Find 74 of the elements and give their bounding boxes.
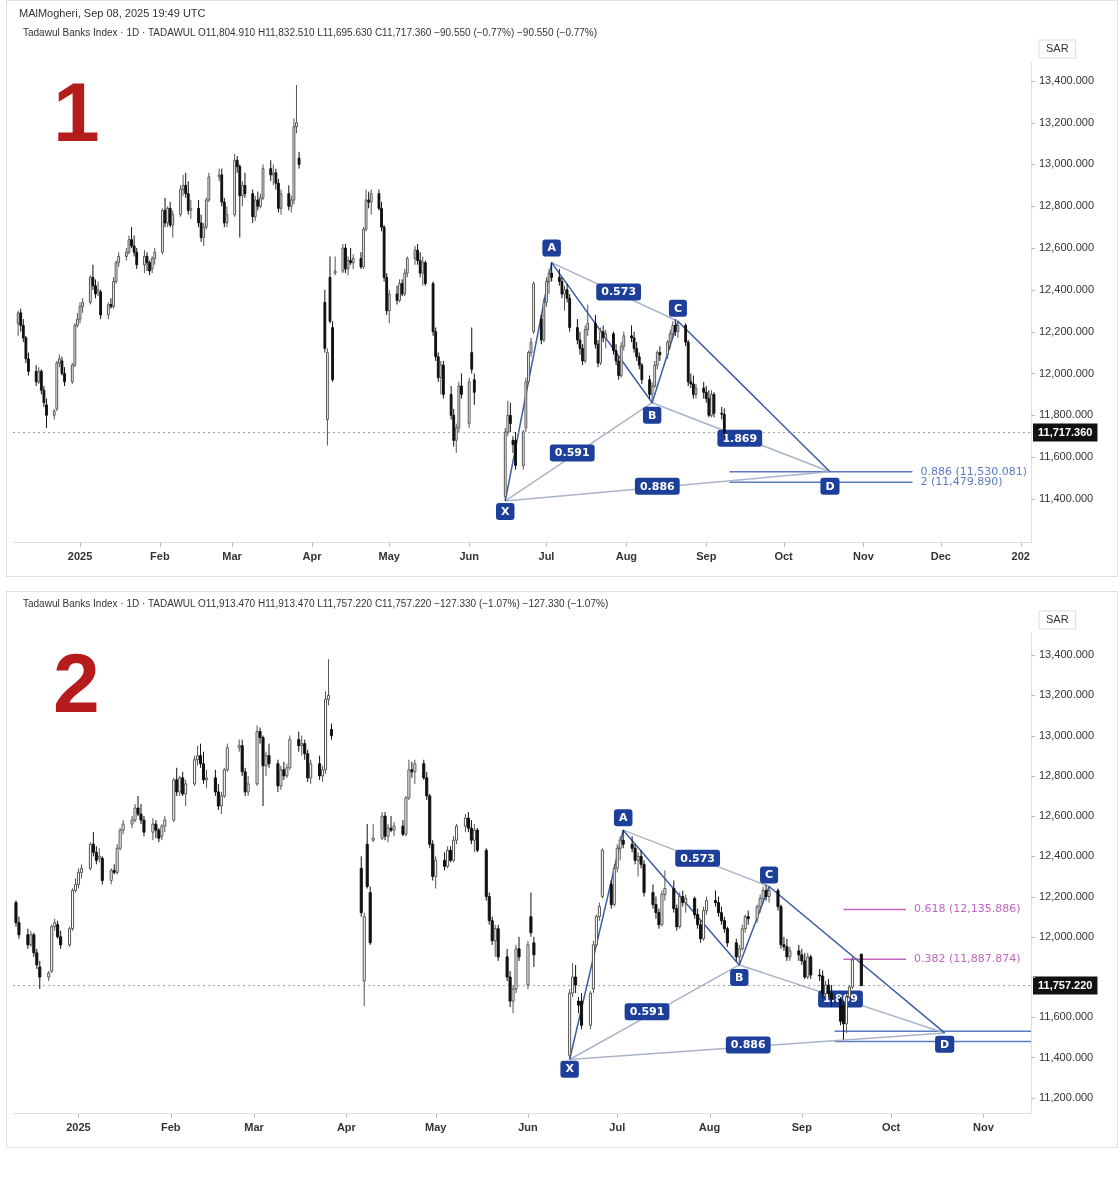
annotation: X: [565, 1062, 575, 1076]
annotation: 0.886: [639, 479, 676, 493]
annotation: 1: [53, 65, 100, 160]
x-tick-label: Apr: [302, 550, 323, 563]
y-tick-label: 11,200.000: [1039, 1090, 1094, 1103]
x-tick-label: Feb: [160, 1121, 181, 1134]
annotation: C: [673, 301, 682, 315]
x-tick-label: Nov: [853, 550, 875, 563]
y-tick-label: 13,400.000: [1039, 73, 1095, 86]
annotation: B: [647, 408, 657, 422]
x-tick-label: Dec: [930, 550, 951, 563]
y-tick-label: 13,000.000: [1039, 728, 1095, 741]
y-tick-label: 12,200.000: [1039, 324, 1095, 337]
x-tick-label: 202: [1011, 550, 1030, 563]
annotation: 2: [53, 636, 100, 731]
ref-line-label: 11,717.360: [1038, 425, 1093, 438]
x-tick-label: Jul: [538, 550, 555, 563]
annotation: 1.869: [722, 431, 758, 445]
annotation: A: [547, 241, 557, 255]
y-tick-label: 12,400.000: [1039, 849, 1095, 862]
series-label: 0.382 (11,887.874): [913, 952, 1021, 966]
x-tick-label: 2025: [67, 550, 93, 563]
annotation: A: [618, 811, 628, 825]
y-tick-label: 12,600.000: [1039, 241, 1095, 254]
y-tick-label: 12,600.000: [1039, 809, 1095, 822]
series-label: 0.618 (12,135.886): [913, 902, 1021, 916]
y-axis-title: SAR: [1046, 42, 1069, 55]
x-tick-label: Jun: [518, 1121, 539, 1134]
x-tick-label: Aug: [615, 550, 638, 563]
y-tick-label: 12,200.000: [1039, 889, 1095, 902]
x-tick-label: Mar: [244, 1121, 265, 1134]
x-tick-label: Aug: [698, 1121, 721, 1134]
x-tick-label: Apr: [336, 1121, 357, 1134]
annotation: 0.573: [680, 851, 716, 865]
annotation: 0.573: [601, 285, 637, 299]
x-tick-label: Sep: [696, 550, 717, 563]
y-tick-label: 12,000.000: [1039, 929, 1095, 942]
y-tick-label: 11,800.000: [1039, 408, 1094, 421]
x-tick-label: May: [378, 550, 401, 563]
annotation: B: [735, 970, 744, 984]
y-tick-label: 11,600.000: [1039, 1010, 1094, 1023]
y-tick-label: 11,400.000: [1039, 491, 1094, 504]
annotation: C: [765, 868, 774, 882]
y-axis-title: SAR: [1046, 613, 1069, 626]
annotation: 0.886: [730, 1038, 766, 1052]
x-tick-label: 2025: [66, 1121, 91, 1134]
y-tick-label: 13,400.000: [1039, 648, 1095, 661]
annotation: 0.591: [554, 446, 590, 460]
y-tick-label: 13,000.000: [1039, 157, 1095, 170]
x-tick-label: Jul: [609, 1121, 626, 1134]
chart-subtitle: MAlMogheri, Sep 08, 2025 19:49 UTC: [18, 6, 207, 21]
y-tick-label: 11,400.000: [1039, 1050, 1094, 1063]
y-tick-label: 12,000.000: [1039, 366, 1095, 379]
x-tick-label: Jun: [459, 550, 480, 563]
x-tick-label: Oct: [774, 550, 794, 563]
x-tick-label: Mar: [222, 550, 243, 563]
x-tick-label: Nov: [972, 1121, 995, 1134]
y-tick-label: 12,800.000: [1039, 768, 1095, 781]
x-tick-label: Feb: [150, 550, 170, 563]
ref-line-label: 11,757.220: [1038, 978, 1093, 991]
x-tick-label: Sep: [791, 1121, 813, 1134]
y-tick-label: 11,600.000: [1039, 450, 1094, 463]
x-tick-label: Oct: [881, 1121, 901, 1134]
chart-title: Tadawul Banks Index · 1D · TADAWUL O11,804.910 H11,832.510 L11,695.630 C11,717.360 −90.550 (−0.77%) −90.550 (−0.77%): [22, 26, 599, 38]
y-tick-label: 12,800.000: [1039, 199, 1095, 212]
annotation: 0.591: [629, 1005, 665, 1019]
y-tick-label: 12,400.000: [1039, 282, 1095, 295]
annotation: X: [501, 504, 511, 518]
y-tick-label: 13,200.000: [1039, 115, 1095, 128]
x-tick-label: May: [424, 1121, 448, 1134]
annotation: D: [825, 479, 835, 493]
y-tick-label: 13,200.000: [1039, 688, 1095, 701]
chart-title: Tadawul Banks Index · 1D · TADAWUL O11,913.470 H11,913.470 L11,757.220 C11,757.220 −127.330 (−1.07%) −127.330 (−1.07%): [22, 597, 610, 609]
annotation: D: [940, 1037, 950, 1051]
